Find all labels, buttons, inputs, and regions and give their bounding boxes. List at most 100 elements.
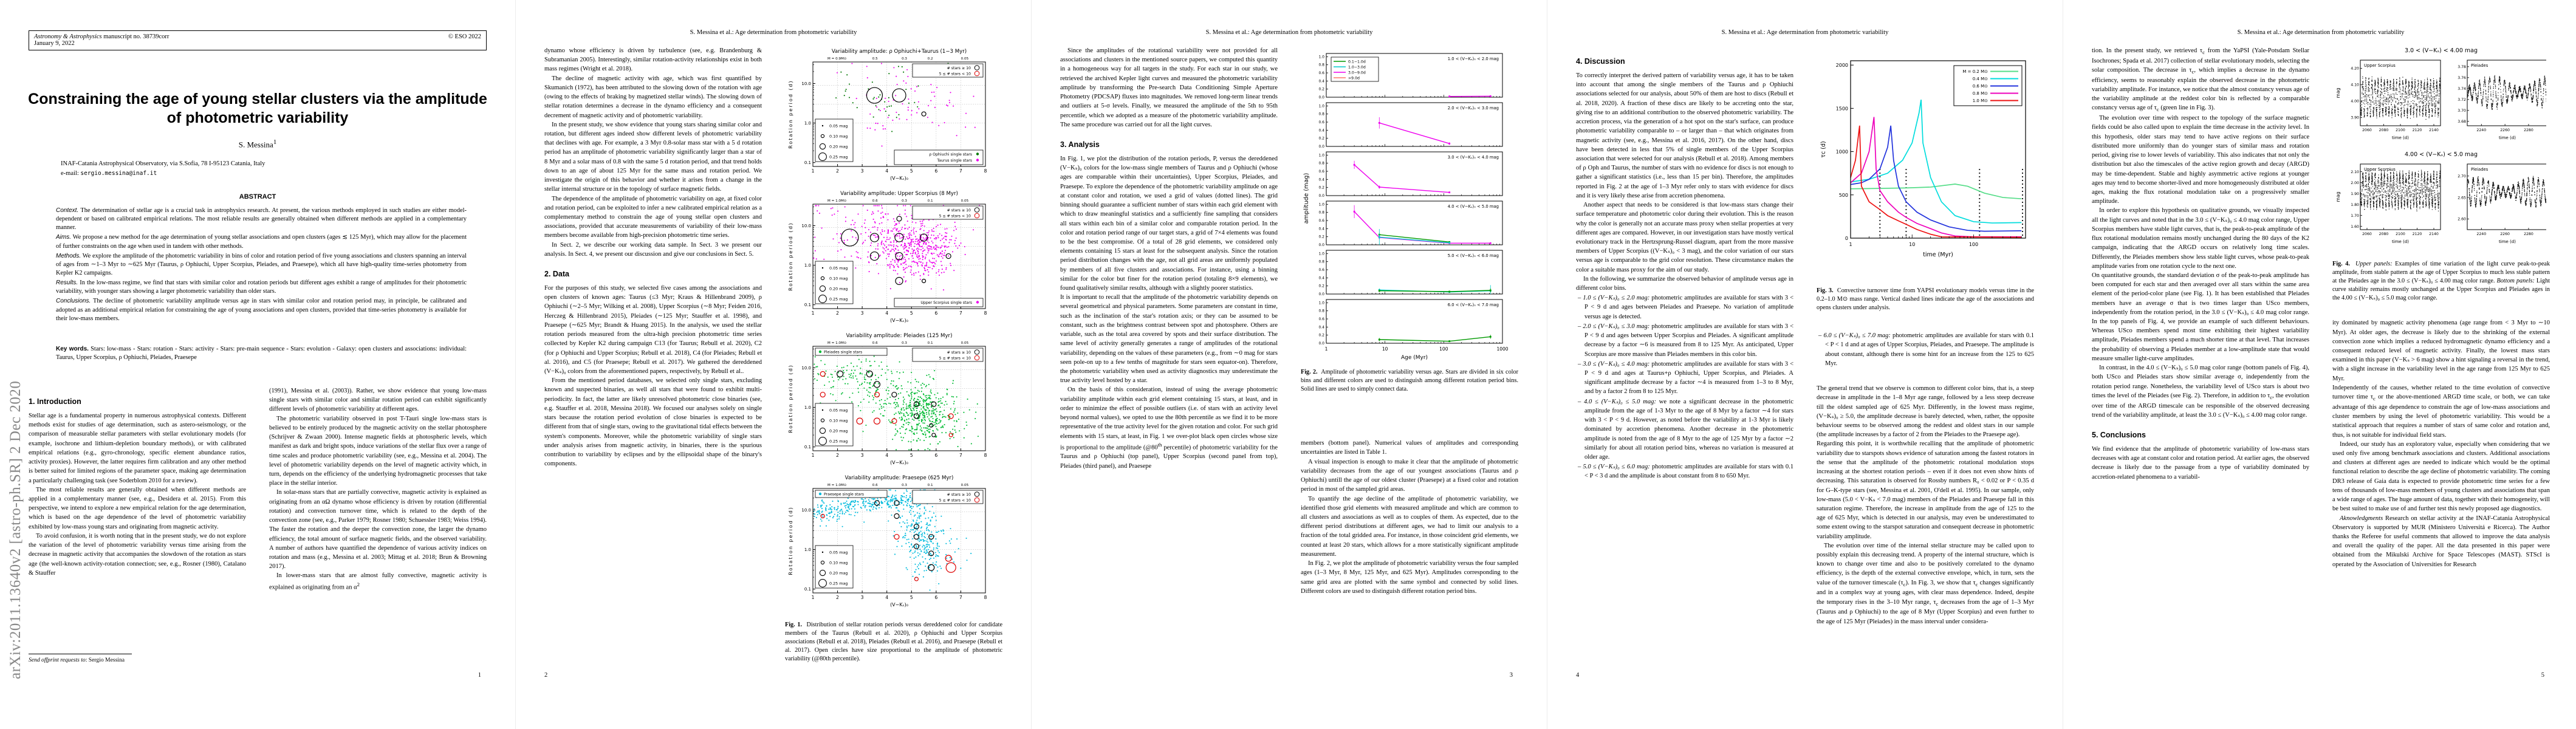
svg-text:1000: 1000 — [1836, 149, 1848, 155]
paragraph: On the basis of this consideration, inst… — [1060, 386, 1278, 470]
bullet-item: – 2.0 ≤ (V−Kₛ)₀ ≤ 3.0 mag: photometric a… — [1578, 323, 1793, 358]
svg-text:5: 5 — [910, 168, 913, 174]
svg-text:1.0: 1.0 — [804, 263, 811, 268]
abstract-paragraph: Conclusions. The decline of photometric … — [56, 298, 467, 322]
svg-text:0.10 mag: 0.10 mag — [829, 561, 848, 566]
svg-text:0.10 mag: 0.10 mag — [829, 134, 848, 139]
paragraph: For the purposes of this study, we selec… — [544, 285, 762, 375]
svg-text:ρ Ophiuchi single stars: ρ Ophiuchi single stars — [929, 152, 972, 157]
svg-text:1.0: 1.0 — [804, 547, 811, 552]
svg-text:0.10 mag: 0.10 mag — [829, 276, 848, 281]
svg-text:10.0: 10.0 — [801, 81, 811, 86]
svg-text:4: 4 — [885, 310, 888, 316]
svg-text:0.0: 0.0 — [1318, 194, 1324, 198]
svg-text:0.5: 0.5 — [872, 57, 878, 61]
paragraph: Since the amplitudes of the rotational v… — [1060, 47, 1278, 128]
svg-text:0.25 mag: 0.25 mag — [829, 155, 848, 160]
svg-text:1.0−3.0d: 1.0−3.0d — [1348, 66, 1366, 70]
paragraph: To quantify the age decline of the ampli… — [1301, 495, 1518, 558]
svg-text:1: 1 — [1849, 242, 1852, 247]
svg-text:Upper Scorpius single stars: Upper Scorpius single stars — [920, 301, 972, 305]
svg-text:5: 5 — [910, 595, 913, 600]
svg-text:0.3: 0.3 — [902, 57, 907, 61]
column-left: tion. In the present study, we retrieved… — [2092, 46, 2309, 663]
svg-text:10.0: 10.0 — [801, 224, 811, 228]
svg-text:Variability amplitude: Pleiade: Variability amplitude: Pleiades (125 Myr… — [846, 333, 953, 339]
paragraph: tion. In the present study, we retrieved… — [2092, 47, 2309, 113]
svg-text:amplitude (mag): amplitude (mag) — [1303, 173, 1310, 224]
svg-text:0.20 mag: 0.20 mag — [829, 571, 848, 576]
svg-text:0.6: 0.6 — [872, 341, 878, 345]
spacer — [2332, 303, 2550, 318]
svg-text:6: 6 — [934, 595, 937, 600]
svg-text:0.4: 0.4 — [1318, 227, 1324, 231]
svg-text:Rotation period (d): Rotation period (d) — [788, 364, 793, 433]
paragraph: Aknowledgments Research on stellar activ… — [2332, 515, 2550, 568]
paragraph: The decline of magnetic activity with ag… — [544, 75, 762, 119]
paragraph: (1991), Messina et al. (2003)). Rather, … — [269, 388, 487, 413]
svg-text:0.4: 0.4 — [1318, 79, 1324, 83]
svg-text:2: 2 — [836, 168, 839, 174]
paragraph: The evolution over time with respect to … — [2092, 115, 2309, 205]
svg-text:7: 7 — [959, 595, 962, 600]
paragraph: In contrast, in the 4.0 ≤ (V−Kₛ)₀ ≤ 5.0 … — [2092, 364, 2309, 419]
svg-text:Variability amplitude: Praesep: Variability amplitude: Praesepe (625 Myr… — [845, 475, 954, 481]
svg-text:Variability amplitude: Upper S: Variability amplitude: Upper Scorpius (8… — [840, 191, 958, 197]
svg-text:M = 0.9M⊙: M = 0.9M⊙ — [827, 57, 846, 61]
running-header: S. Messina et al.: Age determination fro… — [1721, 29, 1889, 36]
paragraph: In Fig. 2, we plot the amplitude of phot… — [1301, 560, 1518, 595]
svg-text:5: 5 — [910, 310, 913, 316]
svg-text:2120: 2120 — [2413, 128, 2422, 132]
paragraph: A visual inspection is enough to make it… — [1301, 458, 1518, 493]
scatter-panel: Variability amplitude: Praesepe (625 Myr… — [788, 475, 987, 608]
svg-text:M = 1.0M⊙: M = 1.0M⊙ — [827, 484, 846, 487]
svg-text:Rotation period (d): Rotation period (d) — [788, 80, 793, 148]
paragraph: The most reliable results are generally … — [29, 486, 246, 530]
svg-text:0.8: 0.8 — [1318, 211, 1324, 215]
page-5: S. Messina et al.: Age determination fro… — [2063, 0, 2576, 729]
column-left: 1. Introduction Stellar age is a fundamen… — [29, 386, 246, 652]
svg-text:1.0: 1.0 — [1318, 252, 1324, 256]
svg-text:5 ≤ # stars < 10: 5 ≤ # stars < 10 — [939, 357, 971, 361]
svg-text:2140: 2140 — [2429, 128, 2439, 132]
svg-text:8: 8 — [984, 453, 987, 458]
paragraph: In the present study, we show evidence t… — [544, 121, 762, 193]
figure-fig4: 3.0 < (V−Kₛ) < 4.00 mag Upper Scorpius 4.2… — [2332, 47, 2550, 254]
svg-text:2.0 < (V−Kₛ)₀ < 3.0 mag: 2.0 < (V−Kₛ)₀ < 3.0 mag — [1448, 106, 1499, 111]
svg-text:2100: 2100 — [2396, 128, 2405, 132]
svg-text:10: 10 — [1382, 346, 1388, 352]
running-header: S. Messina et al.: Age determination fro… — [1205, 29, 1373, 36]
paragraph: ity dominated by magnetic activity pheno… — [2332, 320, 2550, 382]
svg-text:4: 4 — [885, 168, 888, 174]
column-left: 4. Discussion To correctly interpret the … — [1576, 46, 1793, 663]
svg-text:0.20 mag: 0.20 mag — [829, 429, 848, 434]
svg-text:0.4 M⊙: 0.4 M⊙ — [1973, 77, 1988, 81]
page-2: S. Messina et al.: Age determination fro… — [515, 0, 1031, 729]
svg-text:0.05: 0.05 — [961, 199, 969, 203]
bullet-item: – 3.0 ≤ (V−Kₛ)₀ ≤ 4.0 mag: photometric a… — [1578, 360, 1793, 395]
svg-text:0.2: 0.2 — [1318, 186, 1324, 190]
paragraph: dynamo whose efficiency is driven by tur… — [544, 47, 762, 73]
svg-text:0.4: 0.4 — [1318, 128, 1324, 132]
svg-text:0.1: 0.1 — [804, 445, 811, 450]
figure-caption: Fig. 3. Convective turnover time from YA… — [1817, 287, 2034, 312]
svg-text:0.1: 0.1 — [928, 484, 933, 487]
column-left: Since the amplitudes of the rotational v… — [1060, 46, 1278, 663]
svg-text:>9.0d: >9.0d — [1348, 77, 1360, 81]
svg-text:0.2: 0.2 — [1318, 235, 1324, 239]
figure-fig2: 0.0 0.2 0.4 0.6 0.8 1.0 1.0 < (V−Kₛ)₀ < 2.0 ma… — [1301, 46, 1518, 362]
scatter-panel: Variability amplitude: ρ Ophiuchi+Taurus… — [788, 49, 987, 181]
figure-fig3: 0 500 1000 1500 2000 1 10 100 time (Myr) τc (d) M … — [1817, 46, 2034, 281]
svg-text:0.8 M⊙: 0.8 M⊙ — [1973, 91, 1988, 96]
svg-text:0.6: 0.6 — [1318, 169, 1324, 174]
svg-text:1.0 < (V−Kₛ)₀ < 2.0 mag: 1.0 < (V−Kₛ)₀ < 2.0 mag — [1448, 56, 1499, 61]
svg-text:0.0: 0.0 — [1318, 95, 1324, 100]
svg-text:2: 2 — [836, 453, 839, 458]
svg-text:1.0: 1.0 — [1318, 104, 1324, 108]
svg-text:0.6: 0.6 — [1318, 71, 1324, 75]
svg-text:6: 6 — [934, 168, 937, 174]
abstract-paragraph: Methods. We explore the amplitude of the… — [56, 252, 467, 276]
column-right: Variability amplitude: ρ Ophiuchi+Taurus… — [785, 46, 1002, 663]
svg-text:100: 100 — [1439, 346, 1448, 352]
paper-title: Constraining the age of young stellar cl… — [28, 91, 487, 127]
